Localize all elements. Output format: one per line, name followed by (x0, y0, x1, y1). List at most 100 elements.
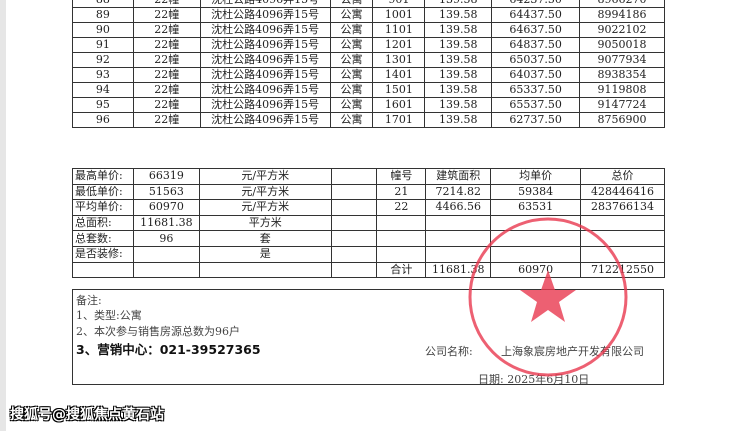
unit-no: 95 (72, 97, 134, 113)
summary-value: 60970 (132, 199, 200, 216)
room: 1601 (372, 97, 426, 113)
unit-price: 64237.50 (491, 0, 581, 8)
table-row: 93 22幢 沈杜公路4096弄15号 公寓 1401 139.58 64037.50 893… (72, 67, 665, 83)
summary-unit: 元/平方米 (198, 199, 332, 216)
table-row: 94 22幢 沈杜公路4096弄15号 公寓 1501 139.58 65337.50 911… (72, 82, 665, 98)
summary-value: 11681.38 (132, 214, 200, 232)
unit-price: 64837.50 (491, 37, 581, 53)
empty-cell (330, 168, 378, 185)
summary-row: 最高单价: 66319 元/平方米 幢号 建筑面积 均单价 总价 (72, 168, 665, 185)
room: 901 (372, 0, 426, 8)
summary-label: 最低单价: (72, 183, 134, 201)
empty-cell (376, 245, 427, 263)
building-summary-cell: 幢号 (376, 168, 427, 185)
total-price: 9119808 (579, 82, 665, 98)
summary-table: 最高单价: 66319 元/平方米 幢号 建筑面积 均单价 总价 最低单价: 51563 元/平方… (72, 168, 665, 279)
summary-unit: 元/平方米 (198, 168, 332, 185)
room: 1701 (372, 112, 426, 128)
address: 沈杜公路4096弄15号 (199, 67, 331, 83)
empty-cell (376, 214, 427, 232)
total-price: 8966270 (579, 0, 665, 8)
note-item-hotline: 3、营销中心：021-39527365 (76, 342, 261, 357)
building-summary-cell: 11681.38 (425, 261, 492, 279)
summary-value: 66319 (132, 168, 200, 185)
area: 139.58 (424, 112, 493, 128)
summary-unit: 平方米 (198, 214, 332, 232)
summary-label: 平均单价: (72, 199, 134, 216)
address: 沈杜公路4096弄15号 (199, 97, 331, 113)
type: 公寓 (329, 67, 374, 83)
building: 22幢 (132, 97, 201, 113)
type: 公寓 (329, 52, 374, 68)
address: 沈杜公路4096弄15号 (199, 22, 331, 38)
empty-cell (330, 261, 378, 279)
watermark: 搜狐号@搜狐焦点黄石站 (10, 407, 164, 423)
building-summary-cell: 总价 (580, 168, 665, 185)
table-row: 89 22幢 沈杜公路4096弄15号 公寓 1001 139.58 64437.50 899… (72, 7, 665, 23)
summary-row: 总面积: 11681.38 平方米 (72, 214, 665, 232)
summary-value (132, 245, 200, 263)
empty-cell (132, 261, 200, 279)
building-summary-cell: 428446416 (580, 183, 665, 201)
area: 139.58 (424, 0, 493, 8)
building: 22幢 (132, 112, 201, 128)
table-row: 8822幢沈杜公路4096弄15号公寓901139.5864237.508966… (72, 0, 665, 8)
building: 22幢 (132, 37, 201, 53)
address: 沈杜公路4096弄15号 (199, 7, 331, 23)
building-summary-cell: 合计 (376, 261, 427, 279)
building-summary-cell: 22 (376, 199, 427, 216)
type: 公寓 (329, 7, 374, 23)
summary-value: 96 (132, 230, 200, 247)
address: 沈杜公路4096弄15号 (199, 37, 331, 53)
notes-box: 备注: 1、类型:公寓 2、本次参与销售房源总数为96户 3、营销中心：021-… (72, 289, 664, 386)
building-summary-cell: 283766134 (580, 199, 665, 216)
empty-cell (330, 199, 378, 216)
total-price: 8994186 (579, 7, 665, 23)
building-summary-cell: 59384 (490, 183, 582, 201)
type: 公寓 (329, 0, 374, 8)
empty-cell (330, 183, 378, 201)
table-row: 95 22幢 沈杜公路4096弄15号 公寓 1601 139.58 65537.50 914… (72, 97, 665, 113)
unit-price: 65537.50 (491, 97, 581, 113)
total-price: 9077934 (579, 52, 665, 68)
empty-cell (198, 261, 332, 279)
unit-no: 93 (72, 67, 134, 83)
room: 1201 (372, 37, 426, 53)
summary-label: 总套数: (72, 230, 134, 247)
room: 1101 (372, 22, 426, 38)
area: 139.58 (424, 97, 493, 113)
empty-cell (330, 230, 378, 247)
building: 22幢 (132, 52, 201, 68)
building-summary-cell: 4466.56 (425, 199, 492, 216)
units-table: 8822幢沈杜公路4096弄15号公寓901139.5864237.508966… (72, 0, 665, 128)
type: 公寓 (329, 22, 374, 38)
building-summary-cell: 712212550 (580, 261, 665, 279)
empty-cell (330, 214, 378, 232)
total-price: 8756900 (579, 112, 665, 128)
date: 日期: 2025年6月10日 (478, 373, 590, 386)
building: 22幢 (132, 0, 201, 8)
unit-price: 64637.50 (491, 22, 581, 38)
empty-cell (490, 230, 582, 247)
total-price: 9147724 (579, 97, 665, 113)
room: 1401 (372, 67, 426, 83)
unit-no: 89 (72, 7, 134, 23)
summary-row: 是否装修: 是 (72, 245, 665, 263)
unit-price: 65037.50 (491, 52, 581, 68)
unit-no: 94 (72, 82, 134, 98)
building: 22幢 (132, 82, 201, 98)
note-item: 2、本次参与销售房源总数为96户 (76, 325, 240, 338)
unit-no: 91 (72, 37, 134, 53)
unit-no: 88 (72, 0, 134, 8)
company-label: 公司名称: (425, 345, 473, 358)
empty-cell (425, 230, 492, 247)
empty-cell (490, 214, 582, 232)
type: 公寓 (329, 37, 374, 53)
unit-no: 90 (72, 22, 134, 38)
area: 139.58 (424, 52, 493, 68)
empty-cell (425, 245, 492, 263)
empty-cell (425, 214, 492, 232)
unit-price: 64037.50 (491, 67, 581, 83)
notes-title: 备注: (76, 294, 102, 307)
building-summary-cell: 63531 (490, 199, 582, 216)
